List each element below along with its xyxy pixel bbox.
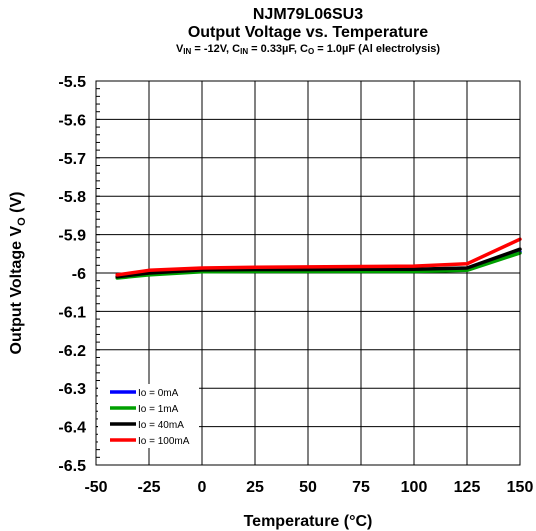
legend-label-1: Io = 1mA <box>138 404 179 415</box>
y-tick-label-1: -5.6 <box>58 112 86 129</box>
cond-co-sub: O <box>307 47 315 56</box>
cond-vin-value: = -12V, C <box>191 43 241 55</box>
chart-subtitle: Output Voltage vs. Temperature <box>187 24 429 41</box>
series-line-2 <box>115 247 522 279</box>
legend-label-2: Io = 40mA <box>138 420 184 431</box>
x-tick-label-8: 150 <box>507 479 534 496</box>
y-tick-label-3: -5.8 <box>58 189 86 206</box>
y-tick-label-0: -5.5 <box>58 74 86 91</box>
y-tick-label-5: -6 <box>72 266 86 283</box>
x-tick-label-1: -25 <box>137 479 160 496</box>
y-axis-label-unit: (V) <box>8 192 25 218</box>
y-tick-label-9: -6.4 <box>58 420 86 437</box>
x-tick-label-2: 0 <box>198 479 207 496</box>
y-axis-label: Output Voltage VO (V) <box>8 192 28 355</box>
legend: Io = 0mA Io = 1mA Io = 40mA Io = 100mA <box>98 384 199 448</box>
cond-vin-sub: IN <box>183 47 192 56</box>
cond-cin-value: = 0.33µF, C <box>248 43 308 55</box>
x-tick-label-3: 25 <box>246 479 264 496</box>
x-tick-label-4: 50 <box>299 479 317 496</box>
y-axis-label-main: Output Voltage V <box>8 226 25 355</box>
y-axis-label-sub: O <box>16 217 28 226</box>
cond-co-value: = 1.0µF (Al electrolysis) <box>314 43 441 55</box>
plot-frame <box>95 80 521 466</box>
series-layer <box>115 237 522 280</box>
y-tick-label-4: -5.9 <box>58 228 86 245</box>
series-line-3 <box>115 237 522 277</box>
x-tick-label-6: 100 <box>401 479 428 496</box>
y-tick-label-6: -6.1 <box>58 304 86 321</box>
x-tick-labels: -50 -25 0 25 50 75 100 125 150 <box>84 479 533 496</box>
series-line-1 <box>115 251 522 280</box>
chart-conditions: VIN = -12V, CIN = 0.33µF, CO = 1.0µF (Al… <box>96 43 520 56</box>
legend-label-0: Io = 0mA <box>138 388 179 399</box>
x-tick-label-7: 125 <box>454 479 481 496</box>
cond-cin-sub: IN <box>240 47 249 56</box>
y-tick-label-8: -6.3 <box>58 381 86 398</box>
y-tick-label-7: -6.2 <box>58 343 86 360</box>
x-tick-label-5: 75 <box>352 479 370 496</box>
cond-vin-label: V <box>175 43 184 55</box>
y-tick-labels: -5.5 -5.6 -5.7 -5.8 -5.9 -6 -6.1 -6.2 -6.3 -6.4 -6… <box>58 74 86 475</box>
x-tick-label-0: -50 <box>84 479 107 496</box>
legend-label-3: Io = 100mA <box>138 436 190 447</box>
chart-title: NJM79L06SU3 <box>252 6 364 23</box>
x-axis-label: Temperature (°C) <box>244 513 373 530</box>
y-tick-label-10: -6.5 <box>58 458 86 475</box>
legend-box <box>98 384 199 448</box>
y-tick-label-2: -5.7 <box>58 151 86 168</box>
